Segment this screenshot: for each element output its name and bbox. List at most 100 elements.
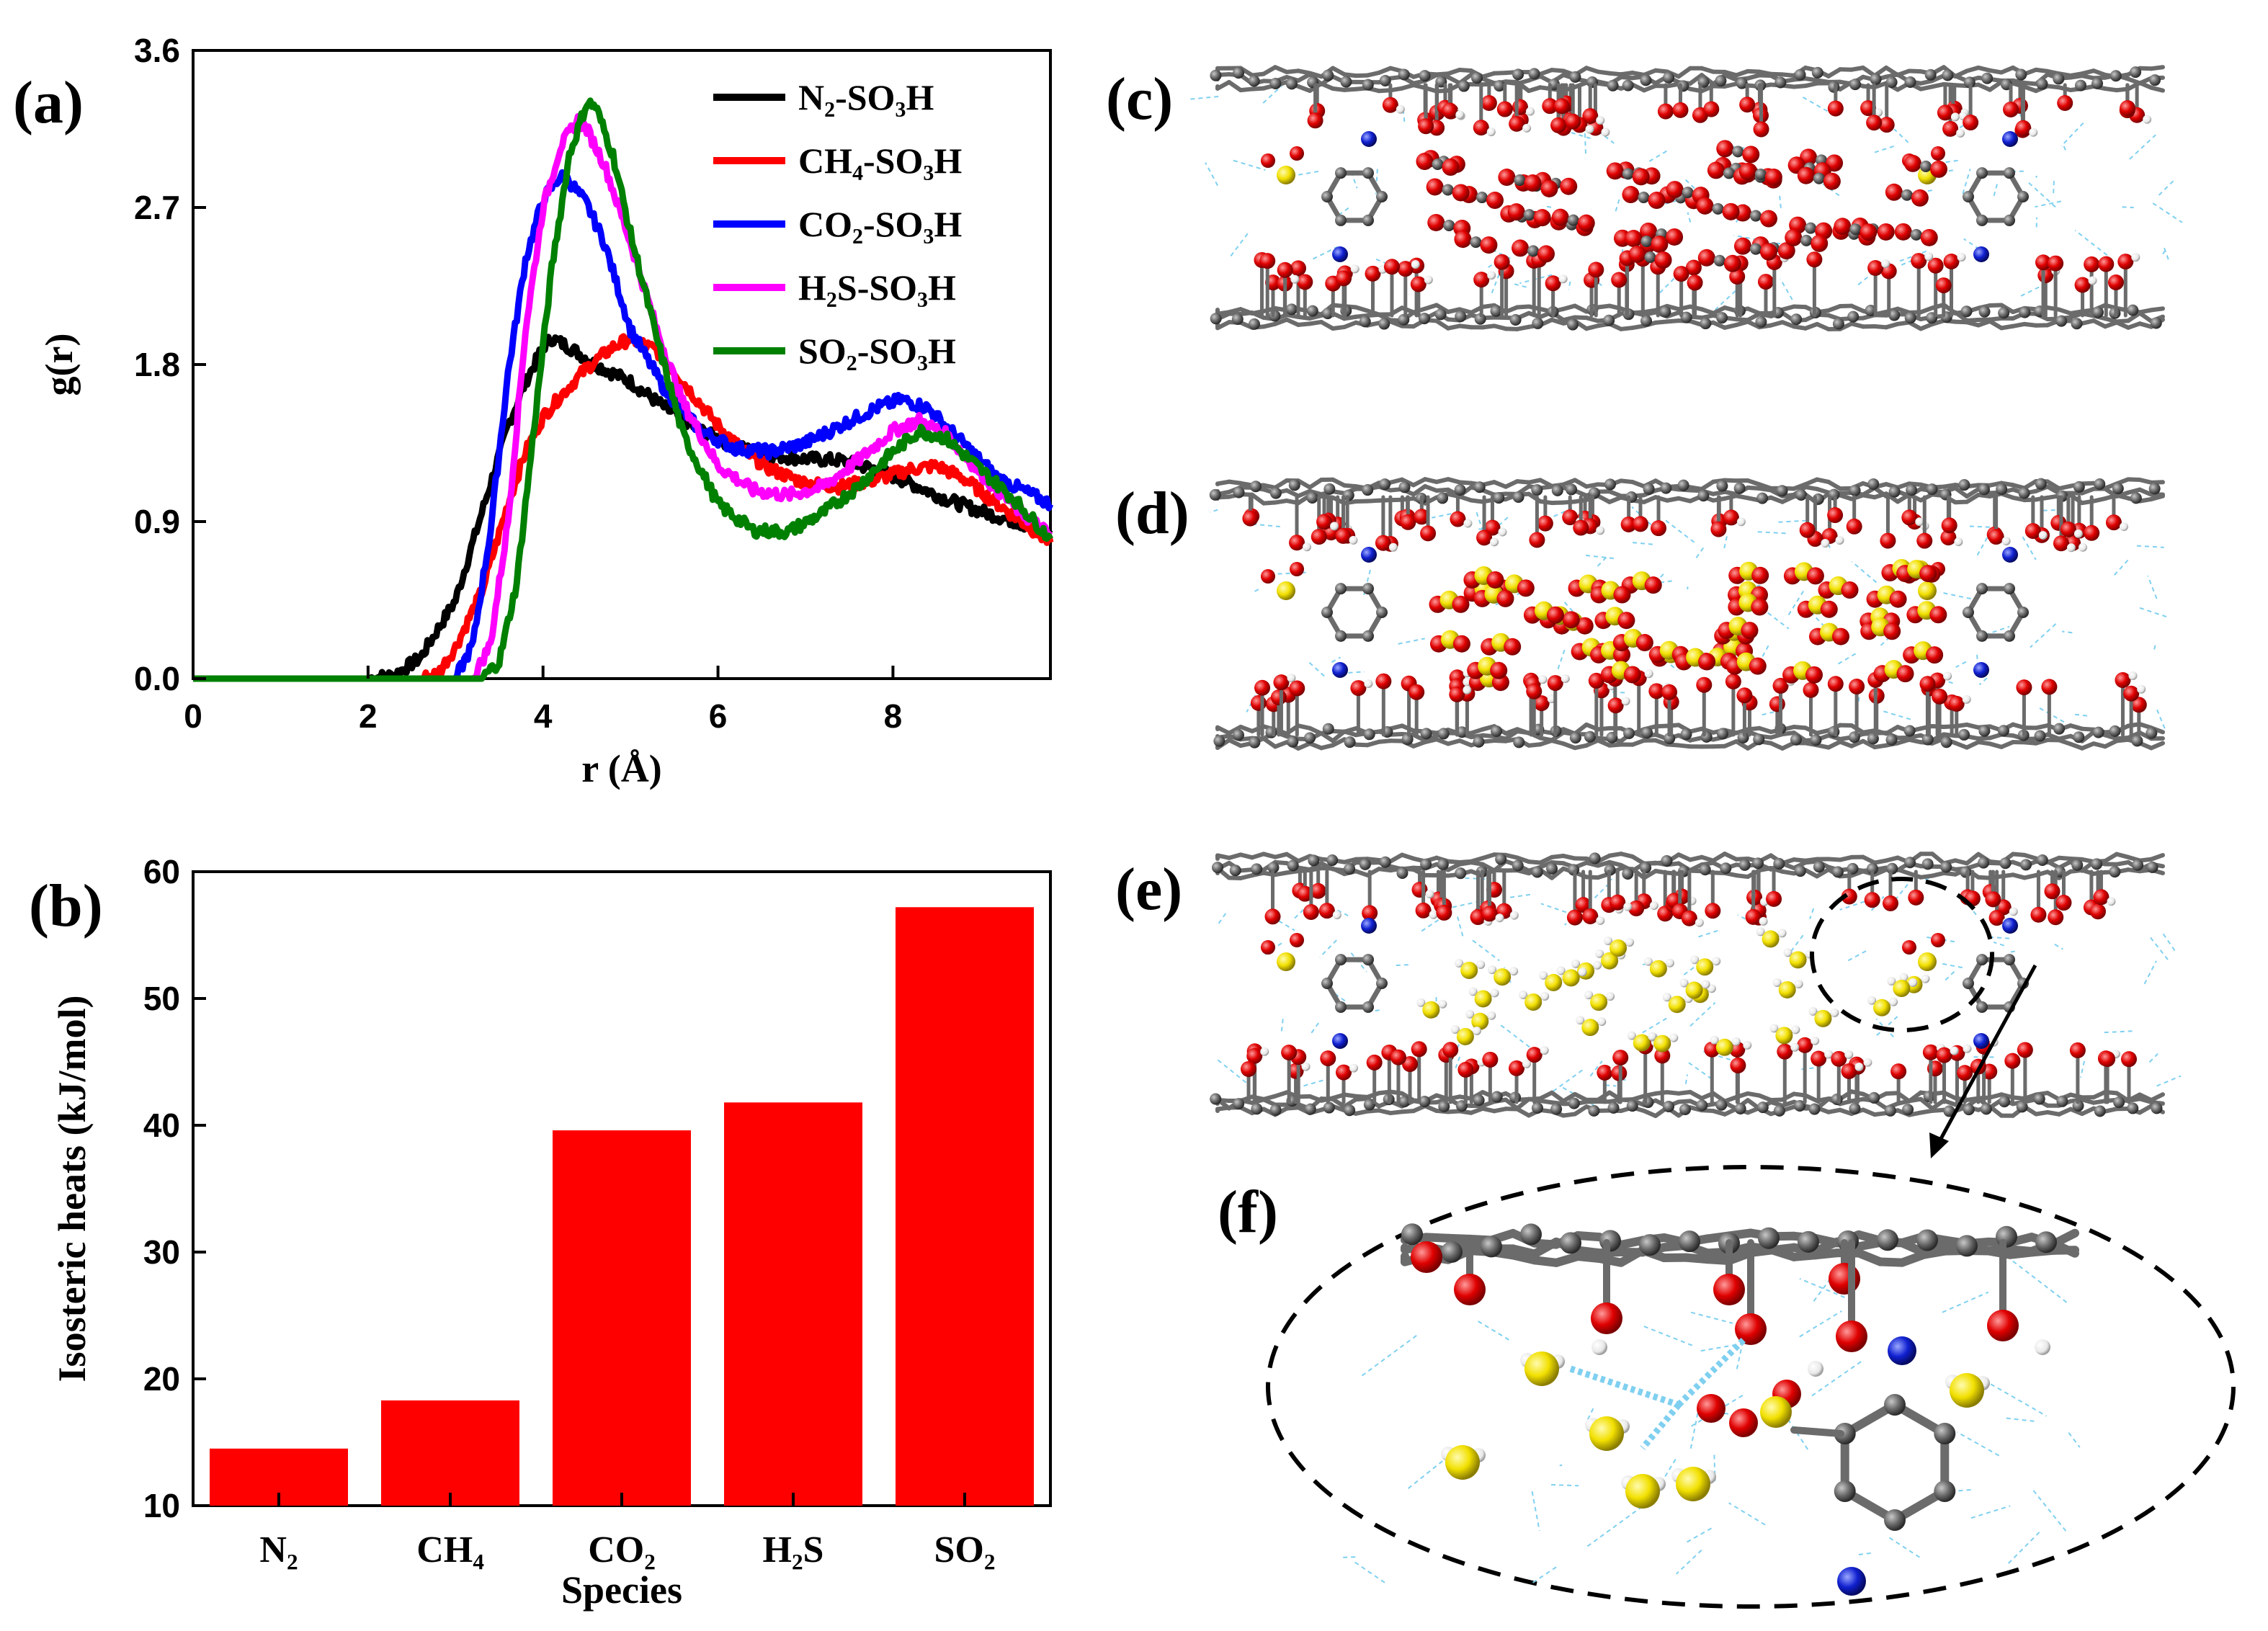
- atom-o: [1565, 113, 1581, 130]
- atom-c: [1885, 76, 1898, 89]
- h-bond: [2061, 122, 2084, 147]
- atom-o: [1922, 1044, 1939, 1060]
- h-bond: [1736, 1332, 1746, 1369]
- atom-h: [1388, 542, 1398, 552]
- atom-c: [1712, 202, 1724, 215]
- atom-c: [1491, 725, 1503, 737]
- atom-o: [1526, 1047, 1542, 1063]
- atom-c: [1834, 1423, 1856, 1444]
- atom-c: [1509, 314, 1522, 326]
- atom-c: [1569, 732, 1581, 744]
- bond: [1688, 73, 1704, 86]
- atom-o: [1941, 517, 1957, 534]
- h-bond: [1965, 525, 1998, 529]
- atom-o: [1622, 186, 1640, 204]
- atom-c: [1454, 483, 1466, 496]
- atom-o: [1242, 510, 1259, 527]
- h-bond: [1421, 910, 1452, 932]
- bond: [1815, 867, 1831, 879]
- atom-h: [1623, 902, 1633, 911]
- atom-c: [1248, 75, 1260, 87]
- atom-c: [2036, 854, 2048, 866]
- atom-c: [1335, 167, 1347, 179]
- atom-c: [1774, 76, 1787, 89]
- atom-h: [1472, 1026, 1481, 1035]
- atom-o: [1730, 1057, 1746, 1073]
- atom-o: [1504, 638, 1522, 656]
- atom-c: [1790, 313, 1803, 326]
- atom-o: [1537, 515, 1553, 532]
- atom-c: [1978, 725, 1991, 737]
- atom-o: [1738, 162, 1756, 180]
- bar-category-label: CO₂: [588, 1529, 656, 1570]
- atom-o: [1987, 1310, 2019, 1341]
- atom-o: [1797, 166, 1815, 184]
- atom-s: [1778, 980, 1796, 998]
- atom-h: [1962, 694, 1971, 704]
- bond: [1227, 724, 1243, 736]
- atom-c: [2019, 306, 2031, 318]
- h-bond: [1703, 1050, 1734, 1062]
- atom-c: [1758, 1227, 1780, 1249]
- atom-c: [2073, 481, 2085, 493]
- atom-s: [1814, 1009, 1832, 1027]
- h-bond: [1233, 159, 1266, 171]
- bond: [2126, 310, 2142, 323]
- atom-c: [1903, 725, 1916, 737]
- atom-o: [1254, 679, 1271, 696]
- atom-o: [1654, 1047, 1671, 1064]
- bond: [1700, 479, 1715, 491]
- atom-h: [1596, 526, 1605, 535]
- h-bond: [1557, 648, 1566, 669]
- atom-o: [1452, 595, 1470, 613]
- atom-o: [1607, 697, 1624, 714]
- h-bond: [1924, 875, 1934, 880]
- atom-c: [1699, 864, 1711, 876]
- atom-o: [1560, 177, 1578, 195]
- atom-c: [1455, 867, 1467, 880]
- rdf-y-axis-title: g(r): [37, 334, 81, 396]
- atom-o: [2120, 100, 2136, 117]
- atom-n: [2002, 131, 2018, 147]
- atom-c: [1321, 308, 1334, 320]
- atom-h: [1736, 517, 1746, 527]
- atom-h: [1644, 669, 1653, 679]
- h-bond: [1939, 591, 1971, 600]
- h-bond: [1956, 1431, 2000, 1457]
- atom-c: [1877, 1229, 1898, 1251]
- atom-o: [1704, 1041, 1720, 1058]
- bond: [1861, 738, 1877, 750]
- h-bond: [1205, 162, 1218, 187]
- h-bond: [1542, 205, 1552, 208]
- atom-o: [2099, 1051, 2116, 1068]
- atom-c: [1209, 488, 1221, 501]
- atom-o: [1729, 1408, 1758, 1437]
- atom-s: [1460, 961, 1478, 979]
- atom-o: [2015, 120, 2032, 136]
- atom-o: [2069, 1042, 2086, 1058]
- atom-c: [1756, 492, 1769, 504]
- atom-c: [1981, 72, 1994, 84]
- atom-h: [1584, 991, 1594, 1000]
- atom-c: [1867, 478, 1880, 490]
- atom-c: [1308, 854, 1320, 867]
- atom-h: [1330, 522, 1339, 531]
- h-bond: [1778, 519, 1805, 523]
- rdf-series-group: [191, 97, 1054, 682]
- atom-c: [1832, 318, 1844, 330]
- atom-c: [1847, 310, 1860, 323]
- atom-o: [1606, 162, 1624, 180]
- bond: [1411, 484, 1427, 497]
- rdf-y-ticks: 0.0 0.9 1.8 2.7 3.6: [134, 32, 206, 697]
- atom-h: [2066, 543, 2076, 553]
- atom-o: [1931, 933, 1945, 947]
- atom-s: [1422, 1001, 1440, 1019]
- atom-o: [1382, 97, 1398, 113]
- h-bond: [1946, 115, 1978, 138]
- atom-h: [1538, 675, 1548, 684]
- h-bond: [1927, 169, 1954, 175]
- rdf-y-tick-label: 0.0: [134, 660, 180, 697]
- atom-c: [1269, 487, 1282, 499]
- atom-o: [1402, 1056, 1419, 1073]
- atom-c: [1419, 313, 1431, 325]
